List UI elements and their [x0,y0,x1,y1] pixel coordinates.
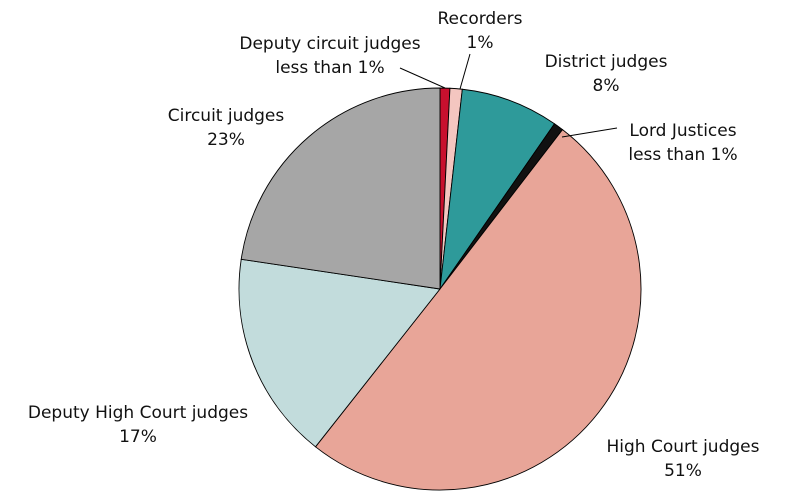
slice-label: District judges [545,52,668,72]
slice-value-label: 23% [207,130,245,150]
slice-label: High Court judges [607,437,760,457]
slice-value-label: 8% [593,76,620,96]
slice-value-label: 17% [119,427,157,447]
slice-value-label: 1% [467,33,494,53]
pie-slice [238,258,441,448]
slice-label: Lord Justices [629,121,736,141]
leader-line [459,53,471,90]
pie-slice [439,88,556,290]
slice-label: Deputy High Court judges [28,403,248,423]
leader-line [561,127,618,138]
slice-value-label: 51% [664,461,702,481]
slice-label: Deputy circuit judges [239,34,420,54]
pie-slice [314,129,642,491]
slice-label: Circuit judges [168,106,285,126]
leader-line [399,67,446,89]
pie-slice [240,87,441,290]
slice-value-label: less than 1% [628,145,737,165]
slice-value-label: less than 1% [275,58,384,78]
slice-label: Recorders [437,9,522,29]
